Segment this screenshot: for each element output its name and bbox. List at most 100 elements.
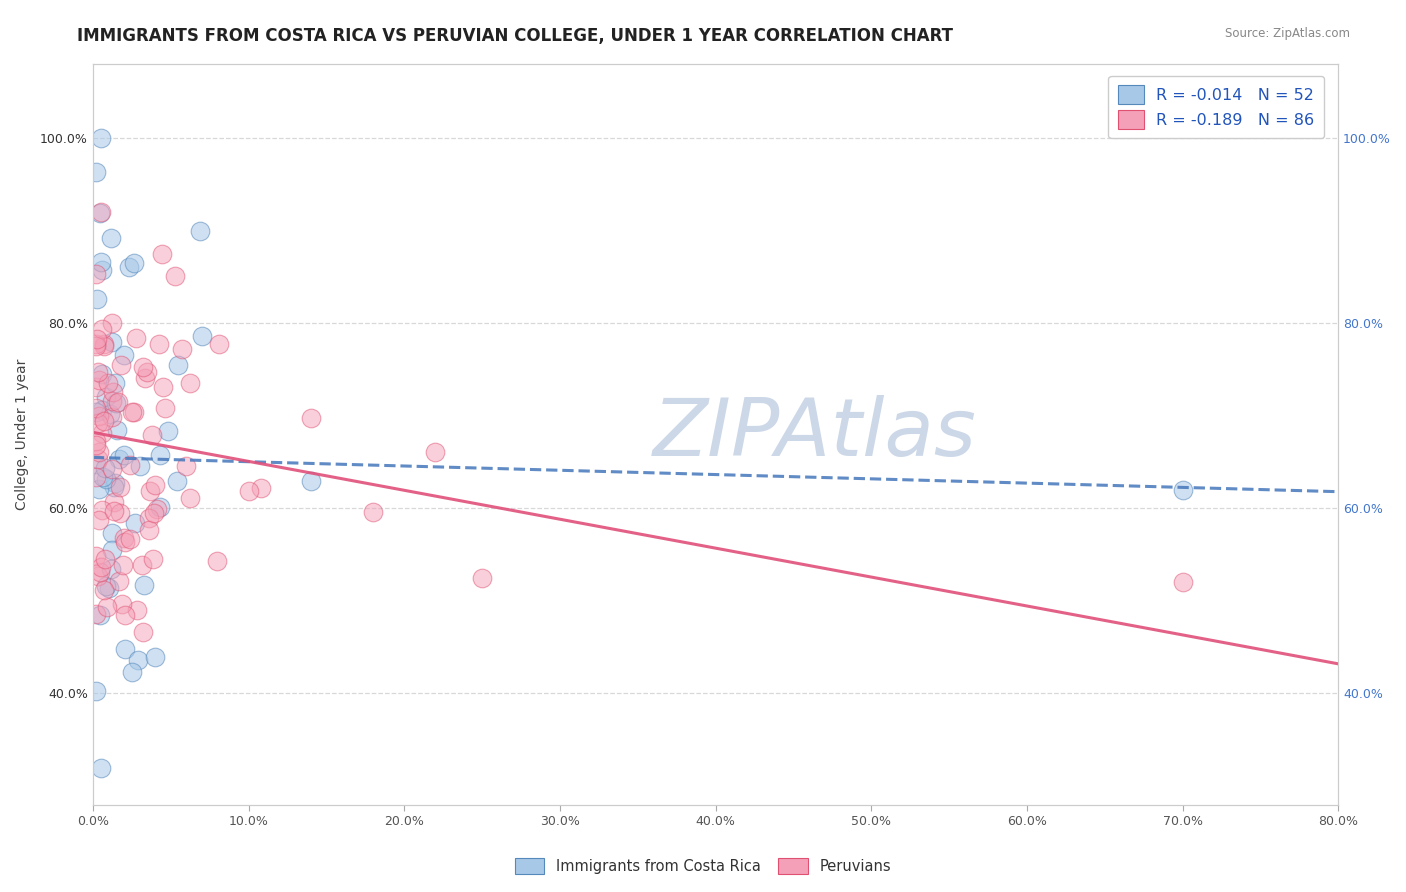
Point — [136, 365, 159, 379]
Point — [93, 336, 115, 351]
Point — [143, 478, 166, 492]
Point — [101, 385, 124, 400]
Point — [100, 394, 122, 409]
Point — [91, 322, 114, 336]
Point — [84, 339, 107, 353]
Point — [249, 481, 271, 495]
Point — [93, 414, 115, 428]
Point — [104, 376, 127, 390]
Point — [138, 523, 160, 537]
Point — [122, 405, 145, 419]
Point — [207, 554, 229, 568]
Point — [87, 416, 110, 430]
Point — [94, 579, 117, 593]
Point — [100, 231, 122, 245]
Point — [90, 205, 112, 219]
Point — [105, 396, 128, 410]
Point — [121, 405, 143, 419]
Point — [96, 390, 118, 404]
Point — [110, 358, 132, 372]
Point — [89, 608, 111, 623]
Point — [425, 445, 447, 459]
Point — [100, 462, 122, 476]
Point — [98, 407, 121, 421]
Point — [471, 571, 494, 585]
Point — [150, 247, 173, 261]
Point — [172, 342, 194, 356]
Point — [208, 337, 231, 351]
Point — [93, 469, 115, 483]
Point — [90, 503, 112, 517]
Point — [87, 365, 110, 379]
Point — [84, 401, 107, 415]
Point — [191, 329, 214, 343]
Point — [94, 461, 117, 475]
Point — [89, 482, 111, 496]
Point — [93, 339, 115, 353]
Point — [149, 500, 172, 514]
Point — [84, 405, 107, 419]
Point — [132, 578, 155, 592]
Point — [90, 131, 112, 145]
Point — [93, 583, 115, 598]
Point — [299, 474, 322, 488]
Point — [149, 448, 172, 462]
Point — [1171, 483, 1194, 497]
Point — [299, 411, 322, 425]
Point — [124, 516, 146, 530]
Point — [134, 370, 156, 384]
Point — [174, 458, 197, 473]
Point — [114, 641, 136, 656]
Point — [122, 256, 145, 270]
Text: Source: ZipAtlas.com: Source: ZipAtlas.com — [1225, 27, 1350, 40]
Point — [103, 504, 125, 518]
Point — [139, 484, 162, 499]
Point — [108, 574, 131, 589]
Point — [1171, 575, 1194, 590]
Point — [361, 505, 384, 519]
Point — [89, 513, 111, 527]
Point — [108, 479, 131, 493]
Point — [131, 359, 153, 374]
Point — [112, 347, 135, 361]
Point — [138, 511, 160, 525]
Point — [146, 501, 169, 516]
Point — [84, 380, 107, 394]
Point — [101, 409, 124, 424]
Point — [100, 562, 122, 576]
Point — [112, 558, 135, 572]
Point — [89, 566, 111, 580]
Point — [114, 608, 136, 623]
Point — [179, 376, 201, 390]
Point — [131, 558, 153, 573]
Point — [107, 451, 129, 466]
Point — [89, 444, 111, 458]
Point — [89, 205, 111, 219]
Point — [156, 425, 179, 439]
Point — [101, 334, 124, 349]
Point — [132, 624, 155, 639]
Point — [112, 448, 135, 462]
Point — [103, 475, 125, 490]
Text: ZIPAtlas: ZIPAtlas — [654, 395, 977, 474]
Point — [100, 543, 122, 558]
Point — [121, 665, 143, 680]
Point — [107, 394, 129, 409]
Point — [84, 268, 107, 282]
Y-axis label: College, Under 1 year: College, Under 1 year — [15, 359, 30, 510]
Point — [179, 491, 201, 506]
Point — [153, 401, 176, 415]
Point — [101, 526, 124, 541]
Point — [238, 483, 260, 498]
Point — [86, 292, 108, 306]
Point — [94, 472, 117, 486]
Point — [84, 438, 107, 452]
Point — [84, 684, 107, 698]
Point — [114, 535, 136, 549]
Point — [90, 425, 112, 440]
Point — [143, 650, 166, 665]
Point — [148, 336, 170, 351]
Point — [128, 459, 150, 474]
Point — [90, 560, 112, 574]
Point — [105, 423, 128, 437]
